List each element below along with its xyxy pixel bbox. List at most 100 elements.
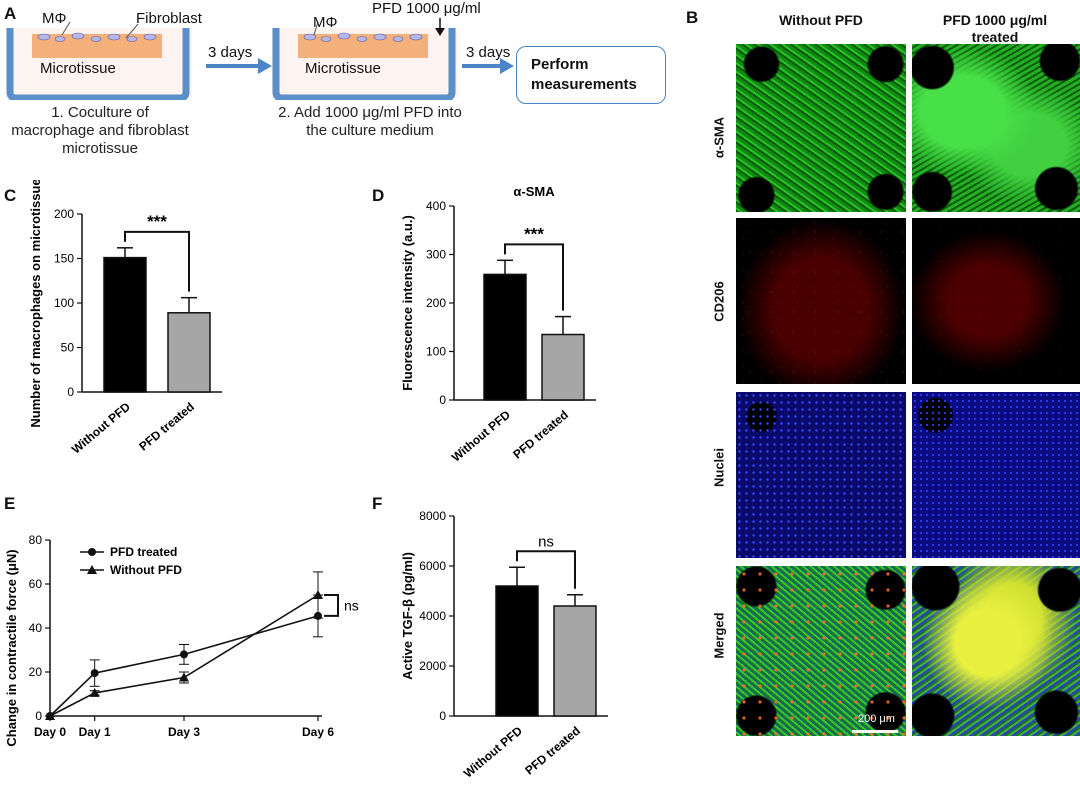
micrograph-nuclei-pfd-treated — [912, 392, 1080, 558]
step-1-caption: 1. Coculture of macrophage and fibroblas… — [0, 104, 200, 158]
perform-measurements-box: Perform measurements — [516, 46, 666, 104]
culture-well-2 — [272, 18, 458, 100]
col-header-2-line-1: PFD 1000 μg/ml — [942, 12, 1048, 28]
d-y-tick-label: 300 — [426, 248, 446, 262]
micrograph-cd206-pfd-treated — [912, 218, 1080, 384]
panel-a-schematic — [6, 18, 514, 100]
e-legend-label: PFD treated — [110, 545, 177, 559]
micrograph-sma-pfd-treated — [912, 44, 1080, 212]
e-y-tick-label: 0 — [35, 709, 42, 723]
step-1-line-3: microtissue — [62, 140, 138, 157]
e-x-tick-label: Day 0 — [34, 725, 66, 739]
scale-bar-label: 200 μm — [858, 713, 895, 725]
c-x-tick-label: Without PFD — [69, 399, 133, 456]
c-y-tick-label: 100 — [54, 296, 74, 310]
f-x-tick-label: PFD treated — [522, 724, 583, 778]
micrograph-nuclei-without-pfd — [736, 392, 906, 558]
e-y-axis-label: Change in contractile force (μN) — [4, 549, 19, 746]
row-label-merged: Merged — [711, 612, 727, 659]
e-point-triangle — [45, 711, 55, 720]
step-1-line-1: 1. Coculture of — [51, 104, 149, 121]
d-y-tick-label: 100 — [426, 345, 446, 359]
micrograph-merged-without-pfd — [736, 566, 906, 736]
panel-label-e: E — [4, 494, 16, 513]
f-y-tick-label: 4000 — [419, 609, 446, 623]
arrow-2-label: 3 days — [466, 44, 511, 61]
e-y-tick-label: 80 — [29, 533, 43, 547]
e-y-tick-label: 60 — [29, 577, 43, 591]
e-series-line-1 — [49, 594, 319, 717]
f-y-tick-label: 8000 — [419, 509, 446, 523]
row-label-cd206: CD206 — [711, 281, 727, 322]
c-y-tick-label: 50 — [61, 341, 75, 355]
e-legend-marker — [88, 548, 96, 556]
c-significance-bracket — [124, 230, 190, 292]
d-y-tick-label: 400 — [426, 199, 446, 213]
c-y-tick-label: 200 — [54, 207, 74, 221]
e-point-triangle — [313, 590, 323, 599]
c-y-axis-label: Number of macrophages on microtissue — [28, 180, 43, 428]
micrograph-sma-without-pfd — [736, 44, 906, 212]
row-label-nuclei: Nuclei — [711, 448, 727, 488]
culture-well-1 — [6, 21, 192, 100]
measure-line-1: Perform — [531, 56, 589, 73]
f-y-tick-label: 2000 — [419, 659, 446, 673]
d-significance-bracket — [504, 243, 564, 311]
f-bar — [553, 605, 597, 717]
d-x-tick-label: PFD treated — [510, 408, 571, 462]
arrow-2-head — [500, 58, 514, 74]
arrow-1-head — [258, 58, 272, 74]
e-significance-bracket — [324, 594, 339, 617]
c-x-tick-label: PFD treated — [136, 400, 197, 454]
f-significance-label: ns — [538, 533, 554, 550]
d-y-axis-label: Fluorescence intensity (a.u.) — [400, 215, 415, 391]
micrograph-merged-pfd-treated — [912, 566, 1080, 736]
row-label-sma: α-SMA — [711, 116, 727, 159]
e-y-tick-label: 20 — [29, 665, 43, 679]
d-bar — [541, 333, 585, 401]
chart-c-macrophage-count: 0 50 100 150 200 Without PFD PFD treated *** Num… — [28, 180, 222, 456]
panel-label-c: C — [4, 186, 17, 205]
e-series-line-0 — [49, 615, 319, 717]
chart-e-contractile-force: 0 20 40 60 80 Day 0 Day 1 Day 3 Day 6 PFD treated… — [4, 533, 359, 747]
e-point-triangle — [179, 672, 189, 682]
well-1-wall — [6, 28, 190, 100]
e-legend-label: Without PFD — [110, 563, 182, 577]
col-header-without-pfd: Without PFD — [779, 12, 863, 28]
micrograph-cd206-without-pfd — [736, 218, 906, 384]
step-2-line-2: the culture medium — [306, 122, 434, 139]
mphi-label: MΦ — [42, 10, 67, 27]
f-y-tick-label: 6000 — [419, 559, 446, 573]
e-point-circle — [90, 669, 99, 678]
c-y-tick-label: 150 — [54, 252, 74, 266]
mphi-label-2: MΦ — [313, 14, 338, 31]
panel-label-f: F — [372, 494, 383, 513]
c-y-tick-label: 0 — [67, 385, 74, 399]
well-1-cells — [37, 32, 157, 42]
pfd-arrow-head — [435, 28, 445, 36]
well-2-wall — [272, 28, 456, 100]
e-point-triangle — [89, 687, 100, 697]
well-2-cells — [303, 32, 423, 42]
step-2-caption: 2. Add 1000 μg/ml PFD into the culture m… — [250, 104, 490, 140]
microtissue-label-2: Microtissue — [305, 60, 381, 77]
d-bar — [483, 273, 527, 401]
c-bar — [167, 312, 211, 393]
f-y-tick-label: 0 — [439, 709, 446, 723]
e-x-tick-label: Day 1 — [79, 725, 111, 739]
d-chart-title: α-SMA — [513, 184, 555, 199]
e-y-tick-label: 40 — [29, 621, 43, 635]
col-header-2-line-2: treated — [971, 29, 1019, 45]
fibroblast-label: Fibroblast — [136, 10, 202, 27]
panel-label-b: B — [686, 8, 699, 27]
arrow-1-label: 3 days — [208, 44, 253, 61]
step-1-line-2: macrophage and fibroblast — [11, 122, 189, 139]
d-x-tick-label: Without PFD — [449, 407, 513, 464]
step-2-line-1: 2. Add 1000 μg/ml PFD into — [278, 104, 462, 121]
f-bar — [495, 585, 539, 717]
f-significance-bracket — [516, 550, 576, 589]
scale-bar — [852, 730, 898, 733]
c-bar — [103, 256, 147, 393]
